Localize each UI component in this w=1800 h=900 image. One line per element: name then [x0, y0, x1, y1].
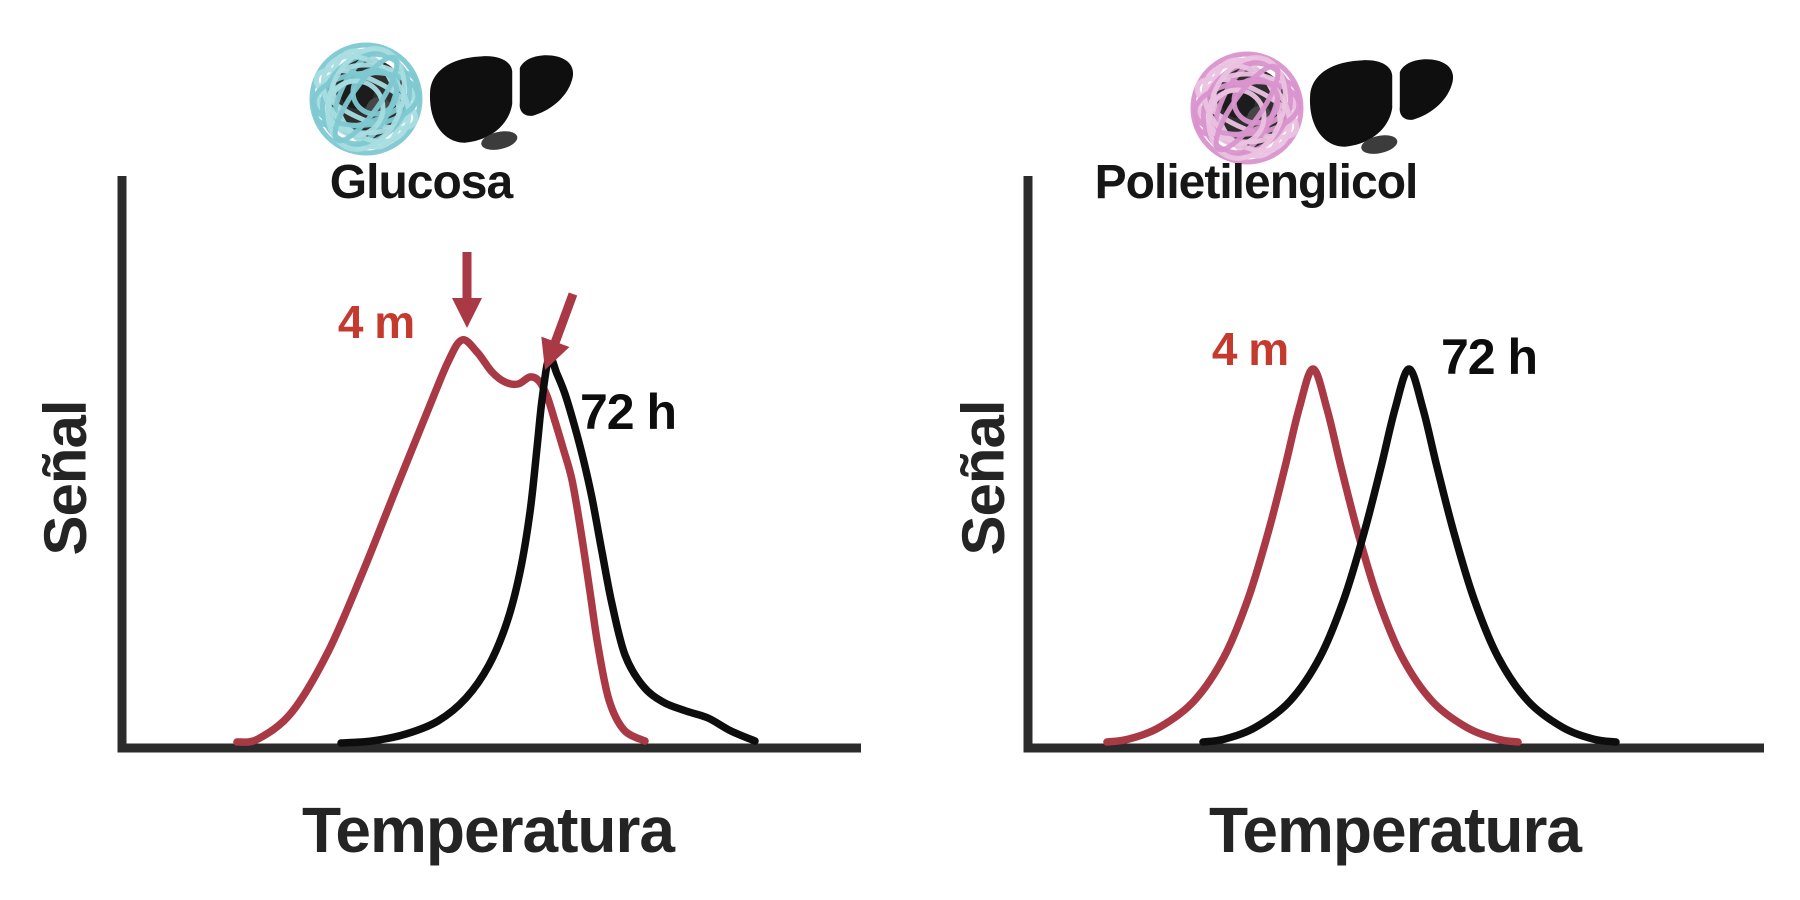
right-x-axis-label: Temperatura — [1209, 794, 1582, 866]
left-72h-curve-label: 72 h — [579, 384, 677, 440]
liver-gallbladder — [481, 131, 518, 150]
annotation-arrow-icon-0 — [452, 252, 482, 328]
nanoparticle-teal-icon — [309, 42, 423, 156]
liver-icon-right — [1309, 59, 1454, 154]
right-axes — [1023, 176, 1764, 753]
right-y-axis-label: Señal — [950, 400, 1017, 556]
np-strands — [309, 42, 423, 156]
left-y-axis-label: Señal — [32, 400, 99, 556]
panel-title-polietilenglicol: Polietilenglicol — [1094, 156, 1419, 209]
curve-4m — [1103, 365, 1522, 746]
np-strands — [1190, 51, 1304, 165]
right-curves-group — [1103, 365, 1620, 746]
panel-title-glucosa: Glucosa — [329, 156, 513, 209]
liver-right-lobe — [1399, 59, 1454, 120]
curve-72h — [337, 353, 759, 747]
nanoparticle-pink-icon — [1190, 51, 1304, 165]
left-x-axis-label: Temperatura — [302, 794, 675, 866]
liver-icon-left — [429, 55, 574, 150]
left-axes — [117, 176, 861, 753]
annotation-arrow-icon-1 — [541, 292, 578, 370]
right-72h-curve-label: 72 h — [1440, 329, 1538, 385]
liver-right-lobe — [519, 55, 574, 116]
liver-gallbladder — [1361, 135, 1398, 154]
liver-left-lobe — [1309, 60, 1393, 147]
left-4m-curve-label: 4 m — [337, 296, 415, 348]
right-4m-curve-label: 4 m — [1211, 323, 1289, 375]
liver-left-lobe — [429, 56, 513, 143]
curve-4m — [233, 336, 649, 746]
curve-72h — [1199, 365, 1620, 746]
left-curves-group — [233, 252, 759, 747]
